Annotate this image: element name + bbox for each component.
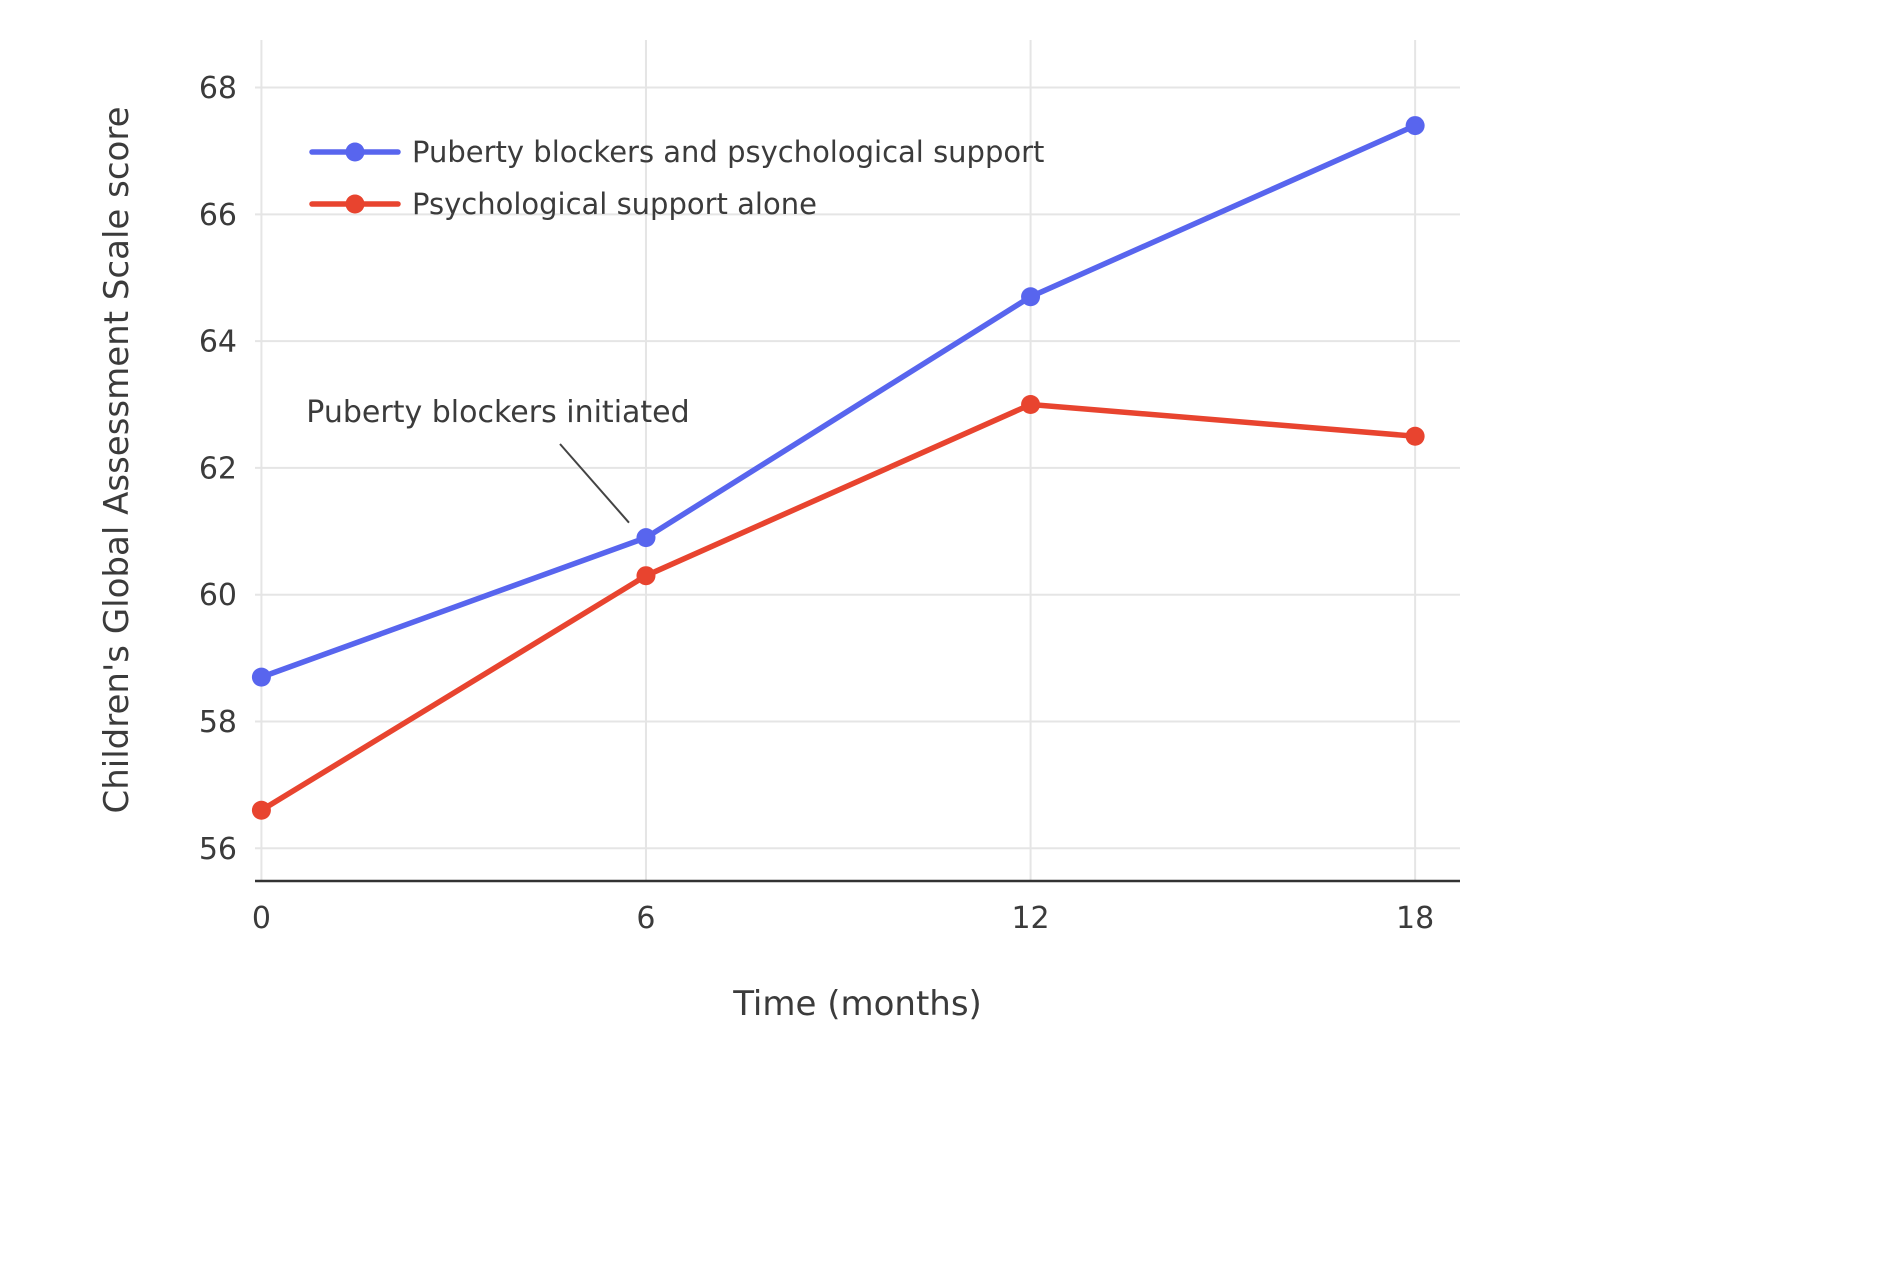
data-point xyxy=(251,800,271,820)
legend-item: Psychological support alone xyxy=(309,187,817,221)
y-tick-label: 60 xyxy=(199,578,237,613)
y-tick-label: 66 xyxy=(199,198,237,233)
annotation-leader-line xyxy=(559,443,630,524)
legend: Puberty blockers and psychological suppo… xyxy=(309,135,1044,221)
series-line xyxy=(258,401,1418,814)
data-point xyxy=(1021,395,1041,415)
y-tick-label: 68 xyxy=(199,71,237,106)
y-axis-title: Children's Global Assessment Scale score xyxy=(97,107,137,814)
data-point xyxy=(251,667,271,687)
data-point xyxy=(1021,287,1041,307)
data-point xyxy=(1405,426,1425,446)
data-point xyxy=(636,528,656,548)
y-tick-label: 62 xyxy=(199,451,237,486)
series-line xyxy=(258,122,1418,680)
legend-label: Puberty blockers and psychological suppo… xyxy=(412,135,1044,169)
y-tick-label: 64 xyxy=(199,325,237,360)
gridlines xyxy=(255,40,1460,880)
y-tick-label: 58 xyxy=(199,705,237,740)
data-point xyxy=(636,566,656,586)
x-tick-label: 6 xyxy=(636,901,655,936)
legend-item: Puberty blockers and psychological suppo… xyxy=(309,135,1044,169)
legend-label: Psychological support alone xyxy=(412,187,817,221)
legend-marker xyxy=(345,142,365,162)
x-axis-title: Time (months) xyxy=(732,984,982,1024)
series-1 xyxy=(251,395,1425,820)
legend-marker xyxy=(345,194,365,214)
x-tick-label: 12 xyxy=(1011,901,1049,936)
x-tick-label: 18 xyxy=(1396,901,1434,936)
x-tick-label: 0 xyxy=(252,901,271,936)
annotation-text: Puberty blockers initiated xyxy=(306,395,689,430)
data-point xyxy=(1405,116,1425,136)
series-0 xyxy=(251,116,1425,687)
y-tick-label: 56 xyxy=(199,832,237,867)
